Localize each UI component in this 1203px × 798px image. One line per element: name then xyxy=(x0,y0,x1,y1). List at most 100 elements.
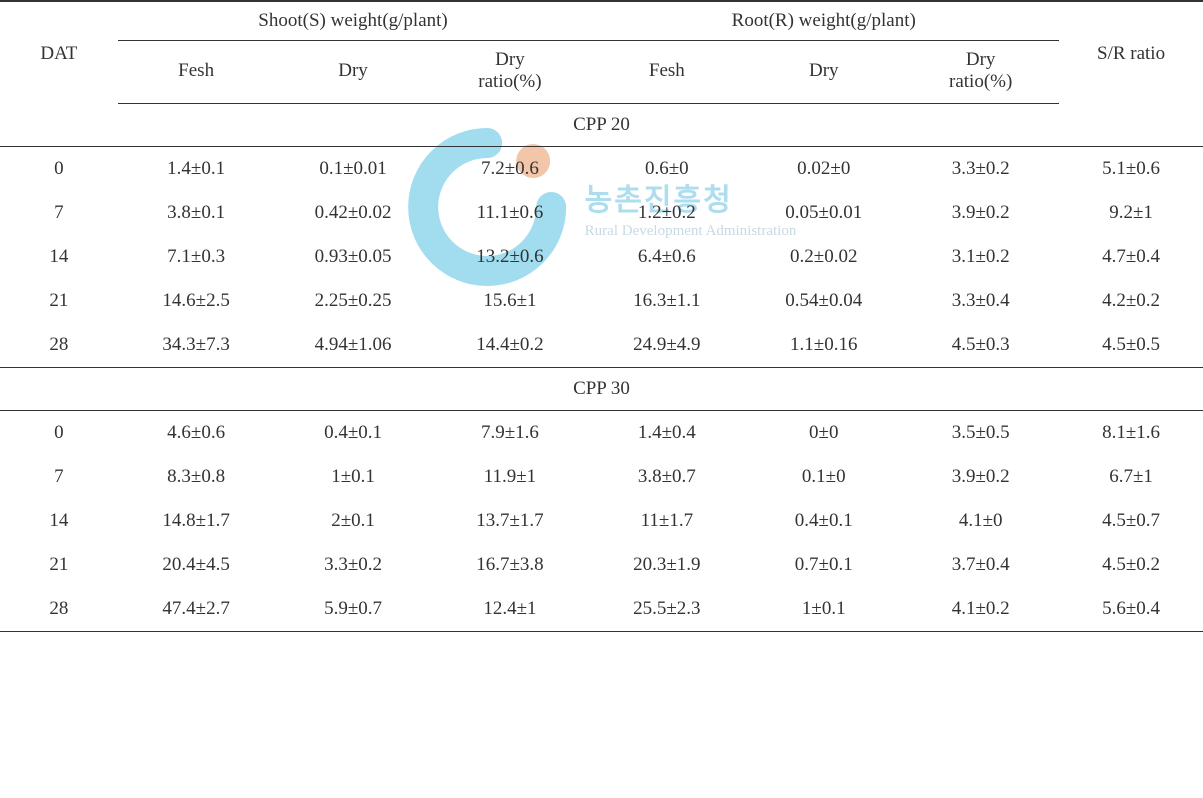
cell-sr-ratio: 9.2±1 xyxy=(1059,191,1203,235)
cell-shoot-dry: 0.93±0.05 xyxy=(275,235,432,279)
cell-dat: 14 xyxy=(0,235,118,279)
cell-shoot-fesh: 14.8±1.7 xyxy=(118,499,275,543)
header-shoot-group: Shoot(S) weight(g/plant) xyxy=(118,1,589,41)
cell-shoot-fesh: 34.3±7.3 xyxy=(118,323,275,368)
table-row: 1414.8±1.72±0.113.7±1.711±1.70.4±0.14.1±… xyxy=(0,499,1203,543)
cell-shoot-dry-ratio: 14.4±0.2 xyxy=(431,323,588,368)
table-row: 73.8±0.10.42±0.0211.1±0.61.2±0.20.05±0.0… xyxy=(0,191,1203,235)
cell-root-dry: 0.1±0 xyxy=(745,455,902,499)
cell-dat: 28 xyxy=(0,587,118,632)
cell-shoot-dry: 5.9±0.7 xyxy=(275,587,432,632)
cell-root-dry-ratio: 3.1±0.2 xyxy=(902,235,1059,279)
cell-dat: 0 xyxy=(0,411,118,456)
header-root-group: Root(R) weight(g/plant) xyxy=(588,1,1059,41)
cell-shoot-dry: 4.94±1.06 xyxy=(275,323,432,368)
cell-shoot-dry: 3.3±0.2 xyxy=(275,543,432,587)
cell-dat: 0 xyxy=(0,147,118,192)
cell-dat: 21 xyxy=(0,279,118,323)
cell-root-dry-ratio: 3.3±0.4 xyxy=(902,279,1059,323)
cell-dat: 14 xyxy=(0,499,118,543)
cell-root-dry-ratio: 4.5±0.3 xyxy=(902,323,1059,368)
cell-sr-ratio: 4.7±0.4 xyxy=(1059,235,1203,279)
cell-sr-ratio: 4.5±0.5 xyxy=(1059,323,1203,368)
cell-root-fesh: 0.6±0 xyxy=(588,147,745,192)
cell-dat: 28 xyxy=(0,323,118,368)
table-header: DAT Shoot(S) weight(g/plant) Root(R) wei… xyxy=(0,1,1203,104)
cell-shoot-dry-ratio: 15.6±1 xyxy=(431,279,588,323)
section-label: CPP 30 xyxy=(0,368,1203,411)
table-row: 2847.4±2.75.9±0.712.4±125.5±2.31±0.14.1±… xyxy=(0,587,1203,632)
cell-root-fesh: 6.4±0.6 xyxy=(588,235,745,279)
cell-root-dry: 0.2±0.02 xyxy=(745,235,902,279)
cell-shoot-dry-ratio: 13.2±0.6 xyxy=(431,235,588,279)
table-row: 2114.6±2.52.25±0.2515.6±116.3±1.10.54±0.… xyxy=(0,279,1203,323)
cell-shoot-dry: 0.4±0.1 xyxy=(275,411,432,456)
table-row: 04.6±0.60.4±0.17.9±1.61.4±0.40±03.5±0.58… xyxy=(0,411,1203,456)
cell-root-dry: 1±0.1 xyxy=(745,587,902,632)
cell-root-fesh: 1.4±0.4 xyxy=(588,411,745,456)
table-row: 2120.4±4.53.3±0.216.7±3.820.3±1.90.7±0.1… xyxy=(0,543,1203,587)
cell-shoot-fesh: 14.6±2.5 xyxy=(118,279,275,323)
cell-root-fesh: 25.5±2.3 xyxy=(588,587,745,632)
header-shoot-dry-ratio: Dry ratio(%) xyxy=(431,41,588,104)
cell-root-fesh: 11±1.7 xyxy=(588,499,745,543)
cell-shoot-dry-ratio: 16.7±3.8 xyxy=(431,543,588,587)
cell-root-dry-ratio: 4.1±0 xyxy=(902,499,1059,543)
cell-sr-ratio: 8.1±1.6 xyxy=(1059,411,1203,456)
cell-dat: 7 xyxy=(0,191,118,235)
cell-sr-ratio: 5.6±0.4 xyxy=(1059,587,1203,632)
cell-shoot-dry: 2.25±0.25 xyxy=(275,279,432,323)
cell-root-dry-ratio: 3.9±0.2 xyxy=(902,191,1059,235)
cell-shoot-dry-ratio: 13.7±1.7 xyxy=(431,499,588,543)
cell-sr-ratio: 4.2±0.2 xyxy=(1059,279,1203,323)
cell-root-fesh: 16.3±1.1 xyxy=(588,279,745,323)
cell-root-dry-ratio: 3.5±0.5 xyxy=(902,411,1059,456)
cell-root-dry: 0.05±0.01 xyxy=(745,191,902,235)
cell-sr-ratio: 4.5±0.7 xyxy=(1059,499,1203,543)
header-root-fesh: Fesh xyxy=(588,41,745,104)
cell-sr-ratio: 5.1±0.6 xyxy=(1059,147,1203,192)
cell-shoot-dry-ratio: 12.4±1 xyxy=(431,587,588,632)
cell-shoot-fesh: 3.8±0.1 xyxy=(118,191,275,235)
cell-shoot-dry: 1±0.1 xyxy=(275,455,432,499)
cell-root-dry: 0±0 xyxy=(745,411,902,456)
cell-root-dry-ratio: 3.9±0.2 xyxy=(902,455,1059,499)
cell-root-fesh: 3.8±0.7 xyxy=(588,455,745,499)
table-row: 01.4±0.10.1±0.017.2±0.60.6±00.02±03.3±0.… xyxy=(0,147,1203,192)
cell-shoot-fesh: 20.4±4.5 xyxy=(118,543,275,587)
cell-shoot-fesh: 8.3±0.8 xyxy=(118,455,275,499)
cell-root-fesh: 20.3±1.9 xyxy=(588,543,745,587)
cell-root-fesh: 1.2±0.2 xyxy=(588,191,745,235)
cell-root-dry-ratio: 3.3±0.2 xyxy=(902,147,1059,192)
cell-shoot-fesh: 47.4±2.7 xyxy=(118,587,275,632)
header-root-dry-ratio: Dry ratio(%) xyxy=(902,41,1059,104)
table-row: 78.3±0.81±0.111.9±13.8±0.70.1±03.9±0.26.… xyxy=(0,455,1203,499)
cell-root-dry: 0.7±0.1 xyxy=(745,543,902,587)
cell-dat: 21 xyxy=(0,543,118,587)
cell-sr-ratio: 4.5±0.2 xyxy=(1059,543,1203,587)
cell-root-fesh: 24.9±4.9 xyxy=(588,323,745,368)
cell-shoot-dry-ratio: 11.1±0.6 xyxy=(431,191,588,235)
cell-root-dry: 0.4±0.1 xyxy=(745,499,902,543)
section-label-row: CPP 20 xyxy=(0,104,1203,147)
table-row: 147.1±0.30.93±0.0513.2±0.66.4±0.60.2±0.0… xyxy=(0,235,1203,279)
header-shoot-dry: Dry xyxy=(275,41,432,104)
cell-shoot-dry-ratio: 7.9±1.6 xyxy=(431,411,588,456)
cell-shoot-fesh: 4.6±0.6 xyxy=(118,411,275,456)
section-label-row: CPP 30 xyxy=(0,368,1203,411)
cell-root-dry: 0.54±0.04 xyxy=(745,279,902,323)
header-root-dry: Dry xyxy=(745,41,902,104)
cell-sr-ratio: 6.7±1 xyxy=(1059,455,1203,499)
table-body: CPP 2001.4±0.10.1±0.017.2±0.60.6±00.02±0… xyxy=(0,104,1203,632)
cell-shoot-fesh: 7.1±0.3 xyxy=(118,235,275,279)
header-shoot-fesh: Fesh xyxy=(118,41,275,104)
cell-root-dry: 1.1±0.16 xyxy=(745,323,902,368)
cell-shoot-dry: 0.42±0.02 xyxy=(275,191,432,235)
cell-shoot-dry: 2±0.1 xyxy=(275,499,432,543)
cell-shoot-dry-ratio: 11.9±1 xyxy=(431,455,588,499)
cell-shoot-dry-ratio: 7.2±0.6 xyxy=(431,147,588,192)
cell-shoot-fesh: 1.4±0.1 xyxy=(118,147,275,192)
section-label: CPP 20 xyxy=(0,104,1203,147)
table-row: 2834.3±7.34.94±1.0614.4±0.224.9±4.91.1±0… xyxy=(0,323,1203,368)
header-dat: DAT xyxy=(0,1,118,104)
